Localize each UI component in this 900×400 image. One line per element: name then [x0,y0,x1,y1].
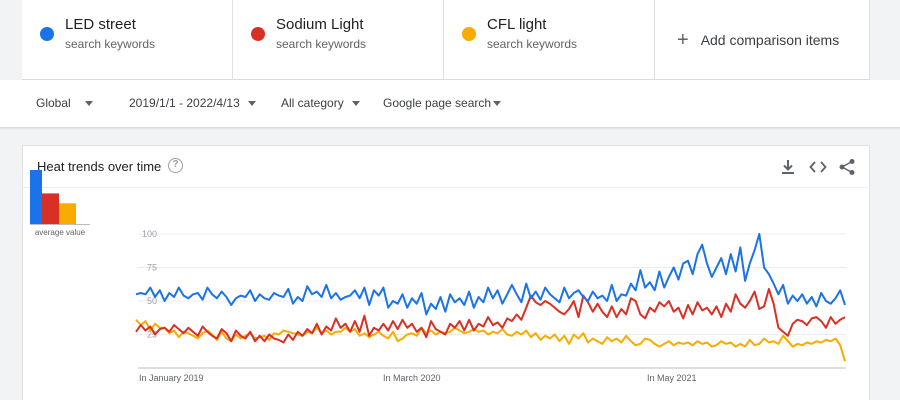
average-value-label: average value [34,228,86,237]
average-value-chart [30,170,90,225]
filter-row: Global 2019/1/1 - 2022/4/13 All category… [0,80,900,128]
y-axis-ticks: 100 75 50 25 [142,229,157,340]
term-color-dot-icon [462,27,476,41]
search-type-dropdown[interactable]: Google page search [383,96,502,110]
add-comparison-label: Add comparison items [700,32,840,48]
term-cfl-light[interactable]: CFL light search keywords [444,0,655,80]
search-type-label: Google page search [383,96,492,110]
x-axis-ticks: In January 2019 In March 2020 In May 202… [139,373,697,383]
add-comparison-button[interactable]: + Add comparison items [655,0,870,80]
average-bar-led-street [30,170,42,224]
category-label: All category [281,96,344,110]
term-subtitle: search keywords [65,37,156,51]
x-tick-label: In March 2020 [383,373,441,383]
category-dropdown[interactable]: All category [281,96,360,110]
caret-down-icon [247,100,256,106]
series-line-sodium-light [135,287,846,344]
region-label: Global [36,96,71,110]
caret-down-icon [351,100,360,106]
term-name: Sodium Light [276,16,364,33]
term-led-street[interactable]: LED street search keywords [22,0,233,80]
card-header: Heat trends over time ? [23,146,869,188]
card-title: Heat trends over time [37,159,162,174]
y-tick-label: 25 [147,330,157,340]
plus-icon: + [677,29,689,51]
share-icon[interactable] [838,158,856,176]
x-tick-label: In January 2019 [139,373,204,383]
y-tick-label: 75 [147,263,157,273]
caret-down-icon [84,100,93,106]
series-line-led-street [135,233,846,316]
term-subtitle: search keywords [276,37,367,51]
help-icon[interactable]: ? [168,158,183,173]
date-range-dropdown[interactable]: 2019/1/1 - 2022/4/13 [129,96,256,110]
trends-card: Heat trends over time ? [22,145,870,400]
term-name: LED street [65,16,136,33]
embed-code-icon[interactable] [809,158,827,176]
x-tick-label: In May 2021 [647,373,697,383]
date-range-label: 2019/1/1 - 2022/4/13 [129,96,240,110]
series-line-cfl-light [135,319,846,362]
term-name: CFL light [487,16,547,33]
y-tick-label: 100 [142,229,157,239]
average-bar-cfl-light [59,203,76,224]
average-bar-sodium-light [42,193,59,224]
term-color-dot-icon [40,27,54,41]
comparison-bar: LED street search keywords Sodium Light … [22,0,870,80]
caret-down-icon [493,100,502,106]
region-dropdown[interactable]: Global [36,96,93,110]
term-color-dot-icon [251,27,265,41]
download-icon[interactable] [779,158,797,176]
term-subtitle: search keywords [487,37,578,51]
term-sodium-light[interactable]: Sodium Light search keywords [233,0,444,80]
y-tick-label: 50 [147,296,157,306]
